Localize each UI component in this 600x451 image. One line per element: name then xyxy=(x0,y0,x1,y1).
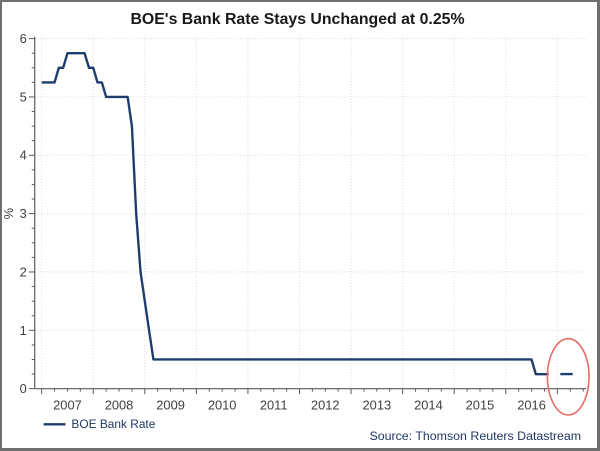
x-tick-label: 2013 xyxy=(363,397,392,412)
x-tick-label: 2007 xyxy=(53,397,82,412)
y-ticks xyxy=(28,38,35,390)
x-tick-label: 2014 xyxy=(414,397,443,412)
x-tick-label: 2012 xyxy=(311,397,340,412)
highlight-ellipse xyxy=(546,337,590,416)
y-tick-label: 5 xyxy=(20,89,27,104)
x-tick-label: 2015 xyxy=(466,397,495,412)
y-tick-label: 6 xyxy=(20,31,27,46)
y-tick-label: 3 xyxy=(20,206,27,221)
x-ticks xyxy=(41,388,584,395)
source-note: Source: Thomson Reuters Datastream xyxy=(369,429,581,443)
x-tick-label: 2011 xyxy=(260,397,288,412)
chart-title: BOE's Bank Rate Stays Unchanged at 0.25% xyxy=(130,11,464,28)
legend-label: BOE Bank Rate xyxy=(71,417,155,431)
x-tick-label: 2010 xyxy=(208,397,237,412)
x-tick-label: 2009 xyxy=(156,397,185,412)
rate-line xyxy=(41,52,549,376)
rate-line-series xyxy=(41,52,549,376)
y-axis-unit-label: % xyxy=(2,208,16,219)
y-tick-labels: 0 1 2 3 4 5 6 xyxy=(20,31,27,396)
y-tick-label: 4 xyxy=(20,148,27,163)
gridlines-vertical xyxy=(41,36,558,389)
x-tick-labels: 2007 2008 2009 2010 2011 2012 2013 2014 2015 2016 xyxy=(53,397,546,412)
x-tick-label: 2008 xyxy=(105,397,134,412)
y-tick-label: 0 xyxy=(20,381,27,396)
y-tick-label: 2 xyxy=(20,264,27,279)
gridlines-horizontal xyxy=(34,38,588,331)
y-tick-label: 1 xyxy=(20,323,27,338)
x-tick-label: 2016 xyxy=(517,397,546,412)
